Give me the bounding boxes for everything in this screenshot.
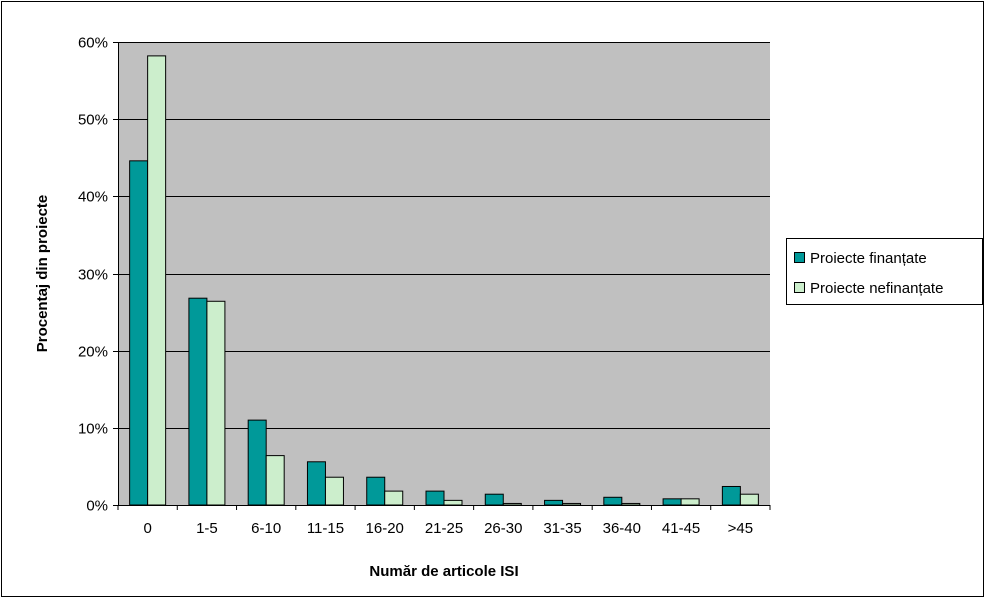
legend-label-funded: Proiecte finanțate <box>810 250 927 267</box>
bar-funded <box>366 476 386 506</box>
bar-funded <box>484 493 504 506</box>
bar-funded <box>188 297 208 506</box>
x-tick-label: 41-45 <box>662 520 700 537</box>
y-tick-label: 60% <box>78 35 108 52</box>
y-tick-label: 0% <box>86 498 108 515</box>
legend-label-unfunded: Proiecte nefinanțate <box>810 280 943 297</box>
x-tick-label: 31-35 <box>543 520 581 537</box>
gridlines <box>118 42 770 429</box>
bars <box>129 55 759 506</box>
x-tick-label: 11-15 <box>307 520 344 537</box>
x-tick-label: 6-10 <box>251 520 281 537</box>
bar-unfunded <box>265 455 285 506</box>
x-tick-label: 1-5 <box>196 520 218 537</box>
x-tick-label: 36-40 <box>603 520 641 537</box>
bar-unfunded <box>384 490 404 506</box>
legend-swatch-unfunded <box>794 282 805 293</box>
bar-unfunded <box>443 499 463 506</box>
y-tick-label: 30% <box>78 267 108 284</box>
y-tick-label: 50% <box>78 112 108 129</box>
x-tick-label: 26-30 <box>484 520 522 537</box>
bar-funded <box>129 160 149 506</box>
x-axis-ticks: 0 1-5 6-10 11-15 16-20 21-25 26-30 31-35 36-40 41… <box>117 505 771 537</box>
bar-unfunded <box>324 476 344 506</box>
bar-funded <box>306 461 326 506</box>
y-axis-title: Procentaj din proiecte <box>34 195 51 353</box>
bar-unfunded <box>147 55 167 506</box>
y-axis-ticks: 0% 10% 20% 30% 40% 50% 60% <box>78 35 118 515</box>
bar-funded <box>603 496 623 506</box>
legend-box <box>786 238 983 305</box>
y-tick-label: 20% <box>78 344 108 361</box>
bar-unfunded <box>502 502 522 506</box>
legend-swatch-funded <box>794 252 805 263</box>
y-tick-label: 10% <box>78 421 108 438</box>
bar-unfunded <box>680 498 700 506</box>
bar-funded <box>247 419 267 506</box>
bar-unfunded <box>621 502 641 506</box>
legend: Proiecte finanțate Proiecte nefinanțate <box>786 238 983 305</box>
bar-unfunded <box>739 493 759 506</box>
bar-unfunded <box>562 502 582 506</box>
x-tick-label: 0 <box>143 520 151 537</box>
bar-funded <box>662 498 682 506</box>
bar-unfunded <box>206 300 226 506</box>
y-tick-label: 40% <box>78 189 108 206</box>
x-tick-label: 21-25 <box>425 520 463 537</box>
x-tick-label: >45 <box>728 520 753 537</box>
bar-funded <box>544 499 564 506</box>
bar-funded <box>721 485 741 506</box>
x-axis-title: Număr de articole ISI <box>369 563 518 580</box>
bar-funded <box>425 490 445 506</box>
x-tick-label: 16-20 <box>366 520 404 537</box>
